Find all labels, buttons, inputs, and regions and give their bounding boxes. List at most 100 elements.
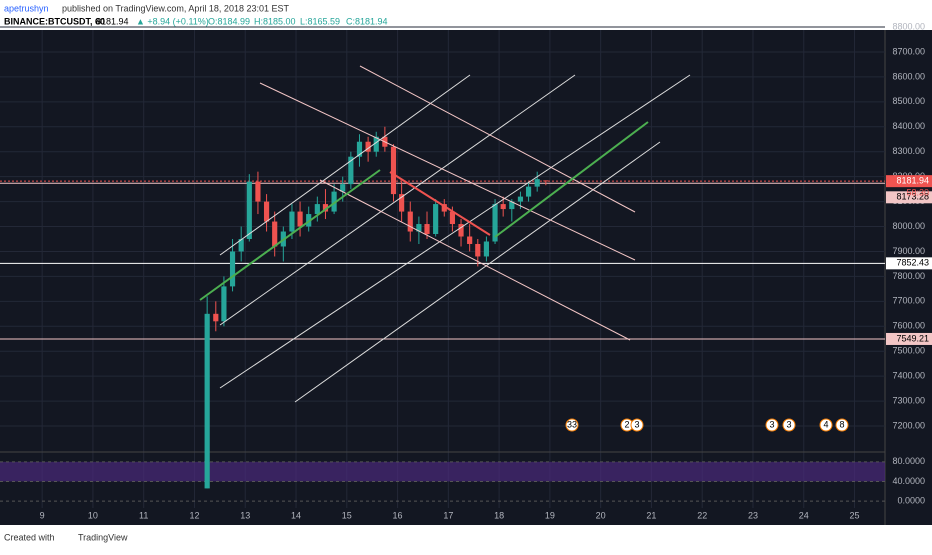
channel-line <box>294 141 661 403</box>
candle-body <box>467 236 473 244</box>
candle-body <box>373 136 379 152</box>
published: published on TradingView.com, April 18, … <box>62 3 289 13</box>
x-tick-label: 20 <box>596 510 606 520</box>
candle-body <box>534 179 540 187</box>
candle-body <box>255 181 261 202</box>
candle-body <box>246 181 252 239</box>
low: L:8165.59 <box>300 16 340 26</box>
x-tick-label: 16 <box>393 510 403 520</box>
drawings <box>199 65 691 403</box>
y-tick-label: 8800.00 <box>892 21 925 31</box>
price-tag-label: 8173.28 <box>896 192 929 202</box>
close: C:8181.94 <box>346 16 388 26</box>
x-tick-label: 23 <box>748 510 758 520</box>
candle-body <box>289 211 295 232</box>
candle-body <box>365 141 371 152</box>
y-tick-label: 7200.00 <box>892 420 925 430</box>
footer-created: Created with <box>4 532 55 542</box>
high: H:8185.00 <box>254 16 296 26</box>
price-tag <box>886 175 932 188</box>
event-count: 33 <box>567 419 577 429</box>
price-tag-label: 8181.94 <box>896 176 929 186</box>
candle-body <box>263 201 270 222</box>
y-tick-label: 8500.00 <box>892 96 925 106</box>
arrow <box>494 121 649 238</box>
author[interactable]: apetrushyn <box>4 3 49 13</box>
x-tick-label: 15 <box>342 510 352 520</box>
countdown: 58:30 <box>906 188 929 198</box>
change: ▲ +8.94 (+0.11%) <box>136 16 209 26</box>
candle-body <box>331 191 337 212</box>
candle-body <box>348 156 354 185</box>
y-tick-label: 8600.00 <box>892 71 925 81</box>
x-tick-label: 18 <box>494 510 504 520</box>
candle-body <box>424 224 430 235</box>
symbol: BINANCE:BTCUSDT, 60 <box>4 16 105 26</box>
event-badge[interactable] <box>630 418 644 432</box>
price-tag-label: 7549.21 <box>896 333 929 343</box>
x-tick-label: 22 <box>697 510 707 520</box>
x-tick-label: 25 <box>850 510 860 520</box>
candle-body <box>416 224 422 232</box>
y-tick-label: 7800.00 <box>892 271 925 281</box>
arrow <box>389 171 491 236</box>
y-tick-label: 7400.00 <box>892 371 925 381</box>
x-tick-label: 10 <box>88 510 98 520</box>
osc-tick-label: 80.0000 <box>892 456 925 466</box>
price-tag <box>886 257 932 270</box>
channel-line <box>219 74 691 389</box>
arrow <box>199 169 381 301</box>
event-count: 3 <box>634 419 639 429</box>
oscillator-band <box>0 461 885 482</box>
candle-body <box>229 251 236 287</box>
channel-line <box>319 179 631 341</box>
x-tick-label: 19 <box>545 510 555 520</box>
y-tick-label: 8300.00 <box>892 146 925 156</box>
candle-body <box>543 180 549 182</box>
candle-body <box>449 211 455 225</box>
x-tick-label: 11 <box>139 510 148 520</box>
y-tick-label: 7300.00 <box>892 395 925 405</box>
candle-body <box>483 241 490 257</box>
last: 8181.94 <box>96 16 129 26</box>
candle-body <box>390 146 397 195</box>
candle-body <box>297 211 303 227</box>
candle-body <box>204 313 210 489</box>
chart: 7200.00 7300.00 7400.00 7500.00 7600.00 7700.… <box>0 21 932 525</box>
candle-body <box>213 313 219 322</box>
price-tag <box>886 332 932 345</box>
channel-line <box>219 74 576 326</box>
y-tick-label: 7900.00 <box>892 246 925 256</box>
candle-body <box>517 196 524 202</box>
x-tick-label: 21 <box>646 510 656 520</box>
event-count: 3 <box>786 419 791 429</box>
footer-brand[interactable]: TradingView <box>78 532 128 542</box>
y-tick-label: 7500.00 <box>892 346 925 356</box>
candle-body <box>221 286 227 322</box>
candle-body <box>407 211 413 232</box>
chart-bg <box>0 30 932 525</box>
x-tick-label: 14 <box>291 510 301 520</box>
y-tick-label: 7700.00 <box>892 296 925 306</box>
candle-body <box>356 141 363 157</box>
osc-tick-label: 0.0000 <box>897 495 925 505</box>
candle-body <box>500 204 506 210</box>
event-badge[interactable] <box>765 418 779 432</box>
event-badge[interactable] <box>782 418 796 432</box>
y-tick-label: 8000.00 <box>892 221 925 231</box>
event-count: 8 <box>839 419 844 429</box>
candle-body <box>340 184 346 192</box>
candle-body <box>525 186 532 197</box>
candle-body <box>399 194 405 212</box>
price-tag <box>886 191 932 204</box>
x-tick-label: 9 <box>40 510 45 520</box>
y-tick-label: 8400.00 <box>892 121 925 131</box>
candle-body <box>314 204 320 215</box>
x-tick-label: 13 <box>240 510 250 520</box>
event-badge[interactable] <box>819 418 833 432</box>
event-badge[interactable] <box>835 418 849 432</box>
event-count: 2 <box>624 419 629 429</box>
candle-body <box>458 224 464 237</box>
event-badge[interactable] <box>565 418 579 432</box>
